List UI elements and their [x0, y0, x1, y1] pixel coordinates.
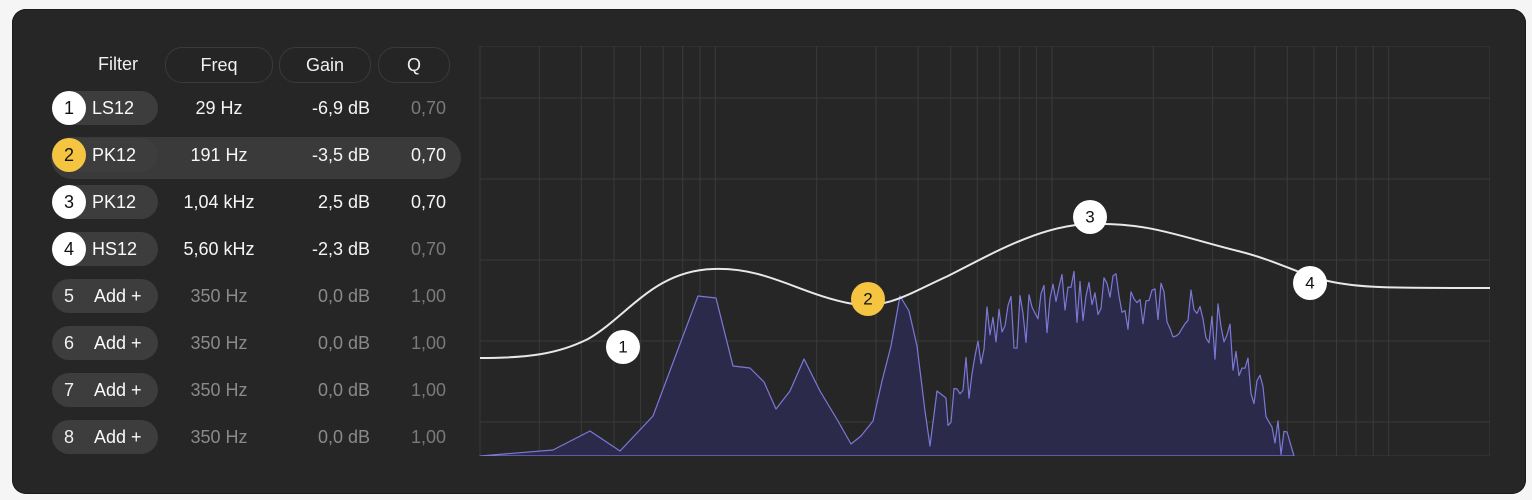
eq-node-handle[interactable] — [1073, 200, 1107, 234]
filter-type-label: PK12 — [92, 192, 137, 212]
filter-column-header: Filter — [98, 53, 138, 74]
freq-column-header[interactable]: Freq — [165, 47, 273, 83]
gain-value[interactable]: -3,5 dB — [311, 145, 370, 165]
gain-value[interactable]: -2,3 dB — [311, 239, 370, 259]
gain-value[interactable]: 2,5 dB — [317, 192, 370, 212]
eq-node-label: 4 — [1305, 274, 1314, 293]
gain-value[interactable]: 0,0 dB — [317, 427, 370, 447]
q-value[interactable]: 1,00 — [410, 333, 446, 353]
spectrum-analyzer — [479, 270, 1295, 456]
freq-value[interactable]: 1,04 kHz — [183, 192, 255, 212]
gain-value[interactable]: 0,0 dB — [317, 286, 370, 306]
filter-type-button[interactable]: 4 HS12 — [52, 232, 158, 266]
filter-type-label: HS12 — [92, 239, 138, 259]
eq-node-3[interactable]: 3 — [1073, 200, 1107, 234]
freq-value[interactable]: 5,60 kHz — [183, 239, 255, 259]
filter-type-button[interactable]: 8 Add + — [52, 420, 158, 454]
add-filter-label: Add + — [94, 380, 142, 400]
band-row-5[interactable]: 5 Add + 350 Hz 0,0 dB 1,00 — [12, 279, 472, 313]
eq-node-handle[interactable] — [1293, 266, 1327, 300]
filter-type-button[interactable]: 7 Add + — [52, 373, 158, 407]
band-number-badge[interactable]: 3 — [52, 185, 86, 219]
freq-value[interactable]: 29 Hz — [195, 98, 243, 118]
q-value[interactable]: 0,70 — [410, 239, 446, 259]
freq-value[interactable]: 350 Hz — [190, 427, 248, 447]
eq-node-handle[interactable] — [606, 330, 640, 364]
eq-node-label: 3 — [1085, 208, 1094, 227]
filter-type-button[interactable]: 3 PK12 — [52, 185, 158, 219]
gain-value[interactable]: -6,9 dB — [311, 98, 370, 118]
eq-graph[interactable]: 1 2 3 4 — [468, 46, 1490, 456]
band-number-badge[interactable]: 5 — [63, 285, 74, 306]
band-number-badge[interactable]: 1 — [52, 91, 86, 125]
freq-value[interactable]: 350 Hz — [190, 286, 248, 306]
freq-value[interactable]: 191 Hz — [190, 145, 248, 165]
add-filter-label: Add + — [94, 286, 142, 306]
band-number-badge[interactable]: 7 — [63, 379, 74, 400]
gain-value[interactable]: 0,0 dB — [317, 380, 370, 400]
eq-panel: Filter Freq Gain Q 1 LS12 29 Hz -6,9 dB 0,70… — [12, 9, 1526, 494]
band-row-6[interactable]: 6 Add + 350 Hz 0,0 dB 1,00 — [12, 326, 472, 360]
eq-node-label: 1 — [618, 338, 627, 357]
filter-type-label: LS12 — [92, 98, 135, 118]
q-value[interactable]: 0,70 — [410, 145, 446, 165]
band-number-badge[interactable]: 8 — [63, 426, 74, 447]
eq-node-1[interactable]: 1 — [606, 330, 640, 364]
add-filter-label: Add + — [94, 427, 142, 447]
freq-value[interactable]: 350 Hz — [190, 380, 248, 400]
q-value[interactable]: 1,00 — [410, 427, 446, 447]
freq-value[interactable]: 350 Hz — [190, 333, 248, 353]
eq-node-handle[interactable] — [851, 282, 885, 316]
q-value[interactable]: 1,00 — [410, 380, 446, 400]
gain-value[interactable]: 0,0 dB — [317, 333, 370, 353]
eq-node-4[interactable]: 4 — [1293, 266, 1327, 300]
filter-type-button[interactable]: 1 LS12 — [52, 91, 158, 125]
band-row-8[interactable]: 8 Add + 350 Hz 0,0 dB 1,00 — [12, 420, 472, 454]
band-row-7[interactable]: 7 Add + 350 Hz 0,0 dB 1,00 — [12, 373, 472, 407]
band-row-3[interactable]: 3 PK12 1,04 kHz 2,5 dB 0,70 — [12, 185, 472, 219]
filter-type-button[interactable]: 5 Add + — [52, 279, 158, 313]
q-column-header[interactable]: Q — [378, 47, 450, 83]
q-value[interactable]: 0,70 — [410, 192, 446, 212]
filter-type-button[interactable]: 6 Add + — [52, 326, 158, 360]
band-row-2[interactable]: 2 PK12 191 Hz -3,5 dB 0,70 — [12, 138, 472, 172]
add-filter-label: Add + — [94, 333, 142, 353]
band-number-badge[interactable]: 4 — [52, 232, 86, 266]
band-number-badge[interactable]: 6 — [63, 332, 74, 353]
q-value[interactable]: 1,00 — [410, 286, 446, 306]
band-row-1[interactable]: 1 LS12 29 Hz -6,9 dB 0,70 — [12, 91, 472, 125]
q-value[interactable]: 0,70 — [410, 98, 446, 118]
filter-type-button[interactable]: 2 PK12 — [52, 138, 158, 172]
band-number-badge[interactable]: 2 — [52, 138, 86, 172]
eq-node-2[interactable]: 2 — [851, 282, 885, 316]
eq-node-label: 2 — [863, 290, 872, 309]
band-row-4[interactable]: 4 HS12 5,60 kHz -2,3 dB 0,70 — [12, 232, 472, 266]
frequency-grid — [479, 46, 1490, 456]
gain-column-header[interactable]: Gain — [279, 47, 371, 83]
filter-type-label: PK12 — [92, 145, 137, 165]
